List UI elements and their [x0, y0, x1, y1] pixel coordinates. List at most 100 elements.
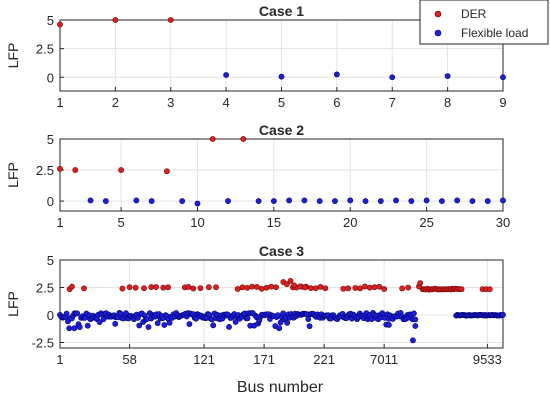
der-point: [253, 284, 260, 290]
der-point: [148, 284, 155, 290]
x-tick-label: 121: [193, 352, 215, 367]
x-axis-label: Bus number: [237, 379, 324, 396]
x-tick-label: 3: [167, 95, 174, 110]
der-point: [268, 283, 275, 290]
legend-box: [419, 0, 549, 45]
panel-case-3: 1 58 121 171 221 7011 9533 5 2.5 0 -2.5 Case 3 LFP: [5, 243, 506, 367]
flexible-load-point: [270, 198, 277, 204]
flexible-load-point: [179, 198, 186, 204]
flexible-load-point: [393, 197, 399, 204]
der-point: [297, 283, 304, 290]
der-point: [72, 167, 79, 173]
x-tick-label: 20: [343, 215, 357, 230]
der-point: [263, 284, 270, 291]
legend: DER Flexible load: [419, 0, 549, 45]
flexible-load-point: [102, 198, 109, 204]
flexible-load-point: [232, 319, 239, 325]
flexible-load-point: [316, 198, 323, 204]
der-point: [362, 283, 368, 290]
flexible-load-point: [484, 198, 491, 204]
flexible-load-point: [133, 197, 140, 204]
y-tick-label: 2.5: [36, 163, 54, 178]
der-point: [371, 284, 378, 291]
flexible-load-point: [63, 310, 70, 317]
x-tick-label: 9: [499, 95, 506, 110]
y-tick-label: 5: [47, 132, 54, 147]
y-tick-label: 5: [47, 253, 54, 268]
x-tick-label: 2: [112, 95, 119, 110]
flexible-load-point: [223, 72, 230, 78]
der-point: [352, 285, 359, 291]
flexible-load-point: [226, 324, 232, 330]
x-tick-label: 7011: [370, 352, 398, 367]
flexible-load-point: [112, 320, 119, 327]
flexible-load-point: [135, 314, 141, 321]
panel-title: Case 2: [259, 122, 304, 138]
flexible-load-point: [408, 198, 415, 204]
flexible-load-point: [411, 310, 417, 317]
x-tick-label: 1: [56, 95, 63, 110]
x-tick-label: 5: [117, 215, 124, 230]
flexible-load-point: [306, 323, 313, 330]
der-point: [69, 283, 75, 290]
legend-der-marker: [434, 10, 442, 18]
der-point: [57, 165, 63, 172]
x-tick-label: 1: [56, 352, 63, 367]
der-point: [376, 283, 383, 290]
der-point: [357, 285, 364, 292]
der-point: [317, 283, 324, 290]
der-point: [287, 277, 294, 284]
x-tick-label: 171: [253, 352, 275, 367]
der-point: [81, 285, 87, 292]
der-point: [366, 284, 373, 291]
y-axis-label: LFP: [5, 43, 21, 69]
der-point: [302, 284, 308, 291]
flexible-load-point: [154, 320, 161, 327]
flexible-load-point: [301, 197, 308, 204]
y-tick-label: 0: [47, 308, 54, 323]
x-tick-label: 15: [267, 215, 281, 230]
flexible-load-point: [66, 325, 73, 332]
flexible-load-point: [389, 74, 396, 81]
der-point: [312, 285, 319, 292]
der-point: [417, 280, 424, 286]
der-point: [132, 284, 139, 291]
der-point: [240, 136, 247, 142]
y-tick-label: 2.5: [36, 42, 54, 57]
y-tick-label: -2.5: [32, 336, 54, 351]
legend-der-label: DER: [461, 7, 487, 21]
flexible-load-point: [332, 198, 338, 204]
flexible-load-point: [412, 323, 419, 329]
x-tick-label: 1: [56, 215, 63, 230]
der-point: [167, 17, 174, 23]
flexible-load-point: [256, 317, 263, 324]
panel-title: Case 3: [259, 243, 304, 259]
y-axis-label: LFP: [5, 291, 21, 317]
der-point: [160, 284, 167, 291]
der-point: [165, 284, 171, 291]
flexible-load-point: [500, 311, 506, 318]
der-point: [213, 284, 219, 291]
der-point: [126, 284, 133, 291]
flexible-load-point: [76, 324, 83, 331]
der-point: [258, 285, 265, 292]
y-tick-label: 5: [47, 13, 54, 28]
flexible-load-point: [148, 198, 155, 204]
flexible-load-point: [444, 73, 451, 80]
x-tick-label: 9533: [473, 352, 502, 367]
flexible-load-point: [225, 198, 231, 204]
der-point: [284, 281, 290, 288]
flexible-load-point: [347, 197, 354, 204]
der-point: [322, 285, 329, 292]
der-point: [458, 286, 465, 293]
flexible-load-point: [500, 74, 506, 81]
x-tick-label: 30: [496, 215, 510, 230]
flexible-load-point: [277, 319, 284, 326]
flexible-load-point: [469, 198, 476, 204]
flexible-load-point: [423, 197, 430, 204]
y-tick-label: 0: [47, 70, 54, 85]
flexible-load-point: [386, 321, 392, 328]
x-tick-label: 4: [223, 95, 230, 110]
axes-box: [59, 259, 504, 349]
